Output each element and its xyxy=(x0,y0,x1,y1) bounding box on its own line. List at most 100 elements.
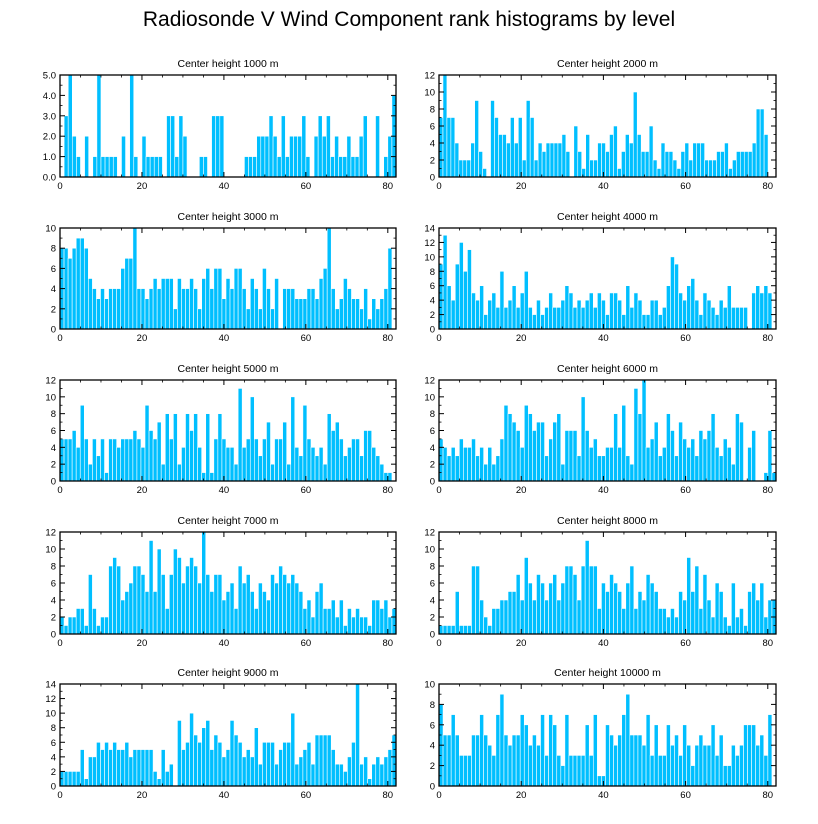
histogram-bar xyxy=(387,616,393,635)
histogram-bar xyxy=(156,778,162,787)
histogram-bar xyxy=(245,438,251,482)
histogram-bar xyxy=(124,741,130,787)
histogram-bar xyxy=(483,314,489,330)
histogram-bar xyxy=(450,625,456,635)
histogram-panel-7: Center height 7000 m 0 20 40 60 80 0 2 4 6 8 10 12 xyxy=(45,515,397,649)
histogram-bar xyxy=(359,455,364,482)
panel-title: Center height 10000 m xyxy=(554,667,661,679)
panel-title: Center height 6000 m xyxy=(557,363,658,375)
panel-title: Center height 7000 m xyxy=(178,515,279,527)
histogram-bar xyxy=(633,292,639,330)
histogram-bar xyxy=(104,741,109,787)
histogram-bar xyxy=(446,117,452,178)
histogram-bar xyxy=(540,314,545,330)
histogram-bar xyxy=(755,744,761,787)
histogram-bar xyxy=(363,430,368,482)
histogram-bar xyxy=(169,278,174,330)
histogram-bar xyxy=(237,741,243,787)
histogram-bar xyxy=(262,438,267,482)
histogram-bar xyxy=(152,438,158,482)
histogram-bar xyxy=(213,438,219,482)
histogram-bar xyxy=(515,574,521,635)
histogram-bar xyxy=(446,455,452,482)
histogram-bar xyxy=(552,307,558,330)
histogram-bar xyxy=(152,591,158,635)
histogram-bar xyxy=(140,749,146,787)
histogram-bar xyxy=(560,582,566,635)
y-tick-label: 10 xyxy=(45,545,56,556)
histogram-bar xyxy=(718,299,724,330)
histogram-bar xyxy=(310,447,316,482)
histogram-bar xyxy=(726,765,732,787)
histogram-bar xyxy=(343,455,348,482)
histogram-bar xyxy=(152,278,158,330)
histogram-bar xyxy=(640,151,646,178)
histogram-bar xyxy=(173,413,178,482)
histogram-bar xyxy=(605,314,610,330)
histogram-bar xyxy=(326,115,331,178)
histogram-bar xyxy=(67,257,73,330)
histogram-bar xyxy=(548,714,553,787)
histogram-bar xyxy=(367,778,373,787)
x-tick-label: 0 xyxy=(57,181,62,192)
histogram-bar xyxy=(116,447,122,482)
y-tick-label: 8 xyxy=(430,700,435,711)
histogram-panel-4: Center height 4000 m 0 20 40 60 80 0 2 4 6 8 10 12 14 xyxy=(424,211,777,344)
histogram-bar xyxy=(217,741,223,787)
histogram-bar xyxy=(503,404,509,482)
histogram-bar xyxy=(724,142,729,178)
histogram-panel-3: Center height 3000 m 0 20 40 60 80 0 2 4 6 8 10 xyxy=(45,211,397,344)
histogram-bar xyxy=(573,125,579,178)
histogram-bar xyxy=(735,616,740,635)
histogram-bar xyxy=(552,574,558,635)
histogram-bar xyxy=(209,288,215,330)
histogram-bar xyxy=(262,268,267,330)
histogram-bar xyxy=(136,438,142,482)
y-tick-label: 6 xyxy=(430,122,435,133)
histogram-bar xyxy=(120,268,126,330)
histogram-bar xyxy=(702,292,708,330)
x-tick-label: 40 xyxy=(598,485,609,496)
y-tick-label: 4 xyxy=(430,741,435,752)
histogram-bar xyxy=(217,413,223,482)
histogram-bar xyxy=(290,288,296,330)
histogram-bar xyxy=(564,714,570,787)
histogram-bar xyxy=(189,430,194,482)
histogram-bar xyxy=(217,268,223,330)
histogram-bar xyxy=(156,421,162,482)
histogram-bar xyxy=(718,591,724,635)
histogram-bar xyxy=(482,168,487,178)
histogram-bar xyxy=(491,755,497,787)
histogram-bar xyxy=(666,616,671,635)
histogram-bar xyxy=(258,308,263,330)
histogram-bar xyxy=(79,404,85,482)
histogram-bar xyxy=(104,156,110,178)
histogram-bar xyxy=(193,288,198,330)
histogram-bar xyxy=(189,557,194,635)
y-tick-label: 8 xyxy=(51,562,56,573)
histogram-panel-1: Center height 1000 m 0 20 40 60 80 0.0 1.0 2.0 3.… xyxy=(43,58,397,192)
histogram-bar xyxy=(193,565,198,635)
histogram-bar xyxy=(148,288,154,330)
histogram-bar xyxy=(153,156,159,178)
x-tick-label: 20 xyxy=(137,485,148,496)
histogram-bar xyxy=(763,616,769,635)
histogram-bar xyxy=(552,724,558,787)
histogram-bar xyxy=(274,582,279,635)
histogram-bar xyxy=(141,135,147,178)
histogram-bar xyxy=(613,125,618,178)
histogram-bar xyxy=(164,278,170,330)
histogram-bar xyxy=(735,307,740,330)
panel-title: Center height 3000 m xyxy=(178,211,279,223)
histogram-bar xyxy=(229,720,235,787)
histogram-bar xyxy=(609,292,614,330)
histogram-bar xyxy=(613,292,618,330)
histogram-bar xyxy=(83,625,89,635)
histogram-bar xyxy=(694,565,700,635)
y-tick-label: 12 xyxy=(45,376,56,387)
histogram-bar xyxy=(629,307,635,330)
histogram-bar xyxy=(383,756,389,787)
histogram-bar xyxy=(100,156,106,178)
histogram-bar xyxy=(686,744,692,787)
histogram-bar xyxy=(648,125,654,178)
